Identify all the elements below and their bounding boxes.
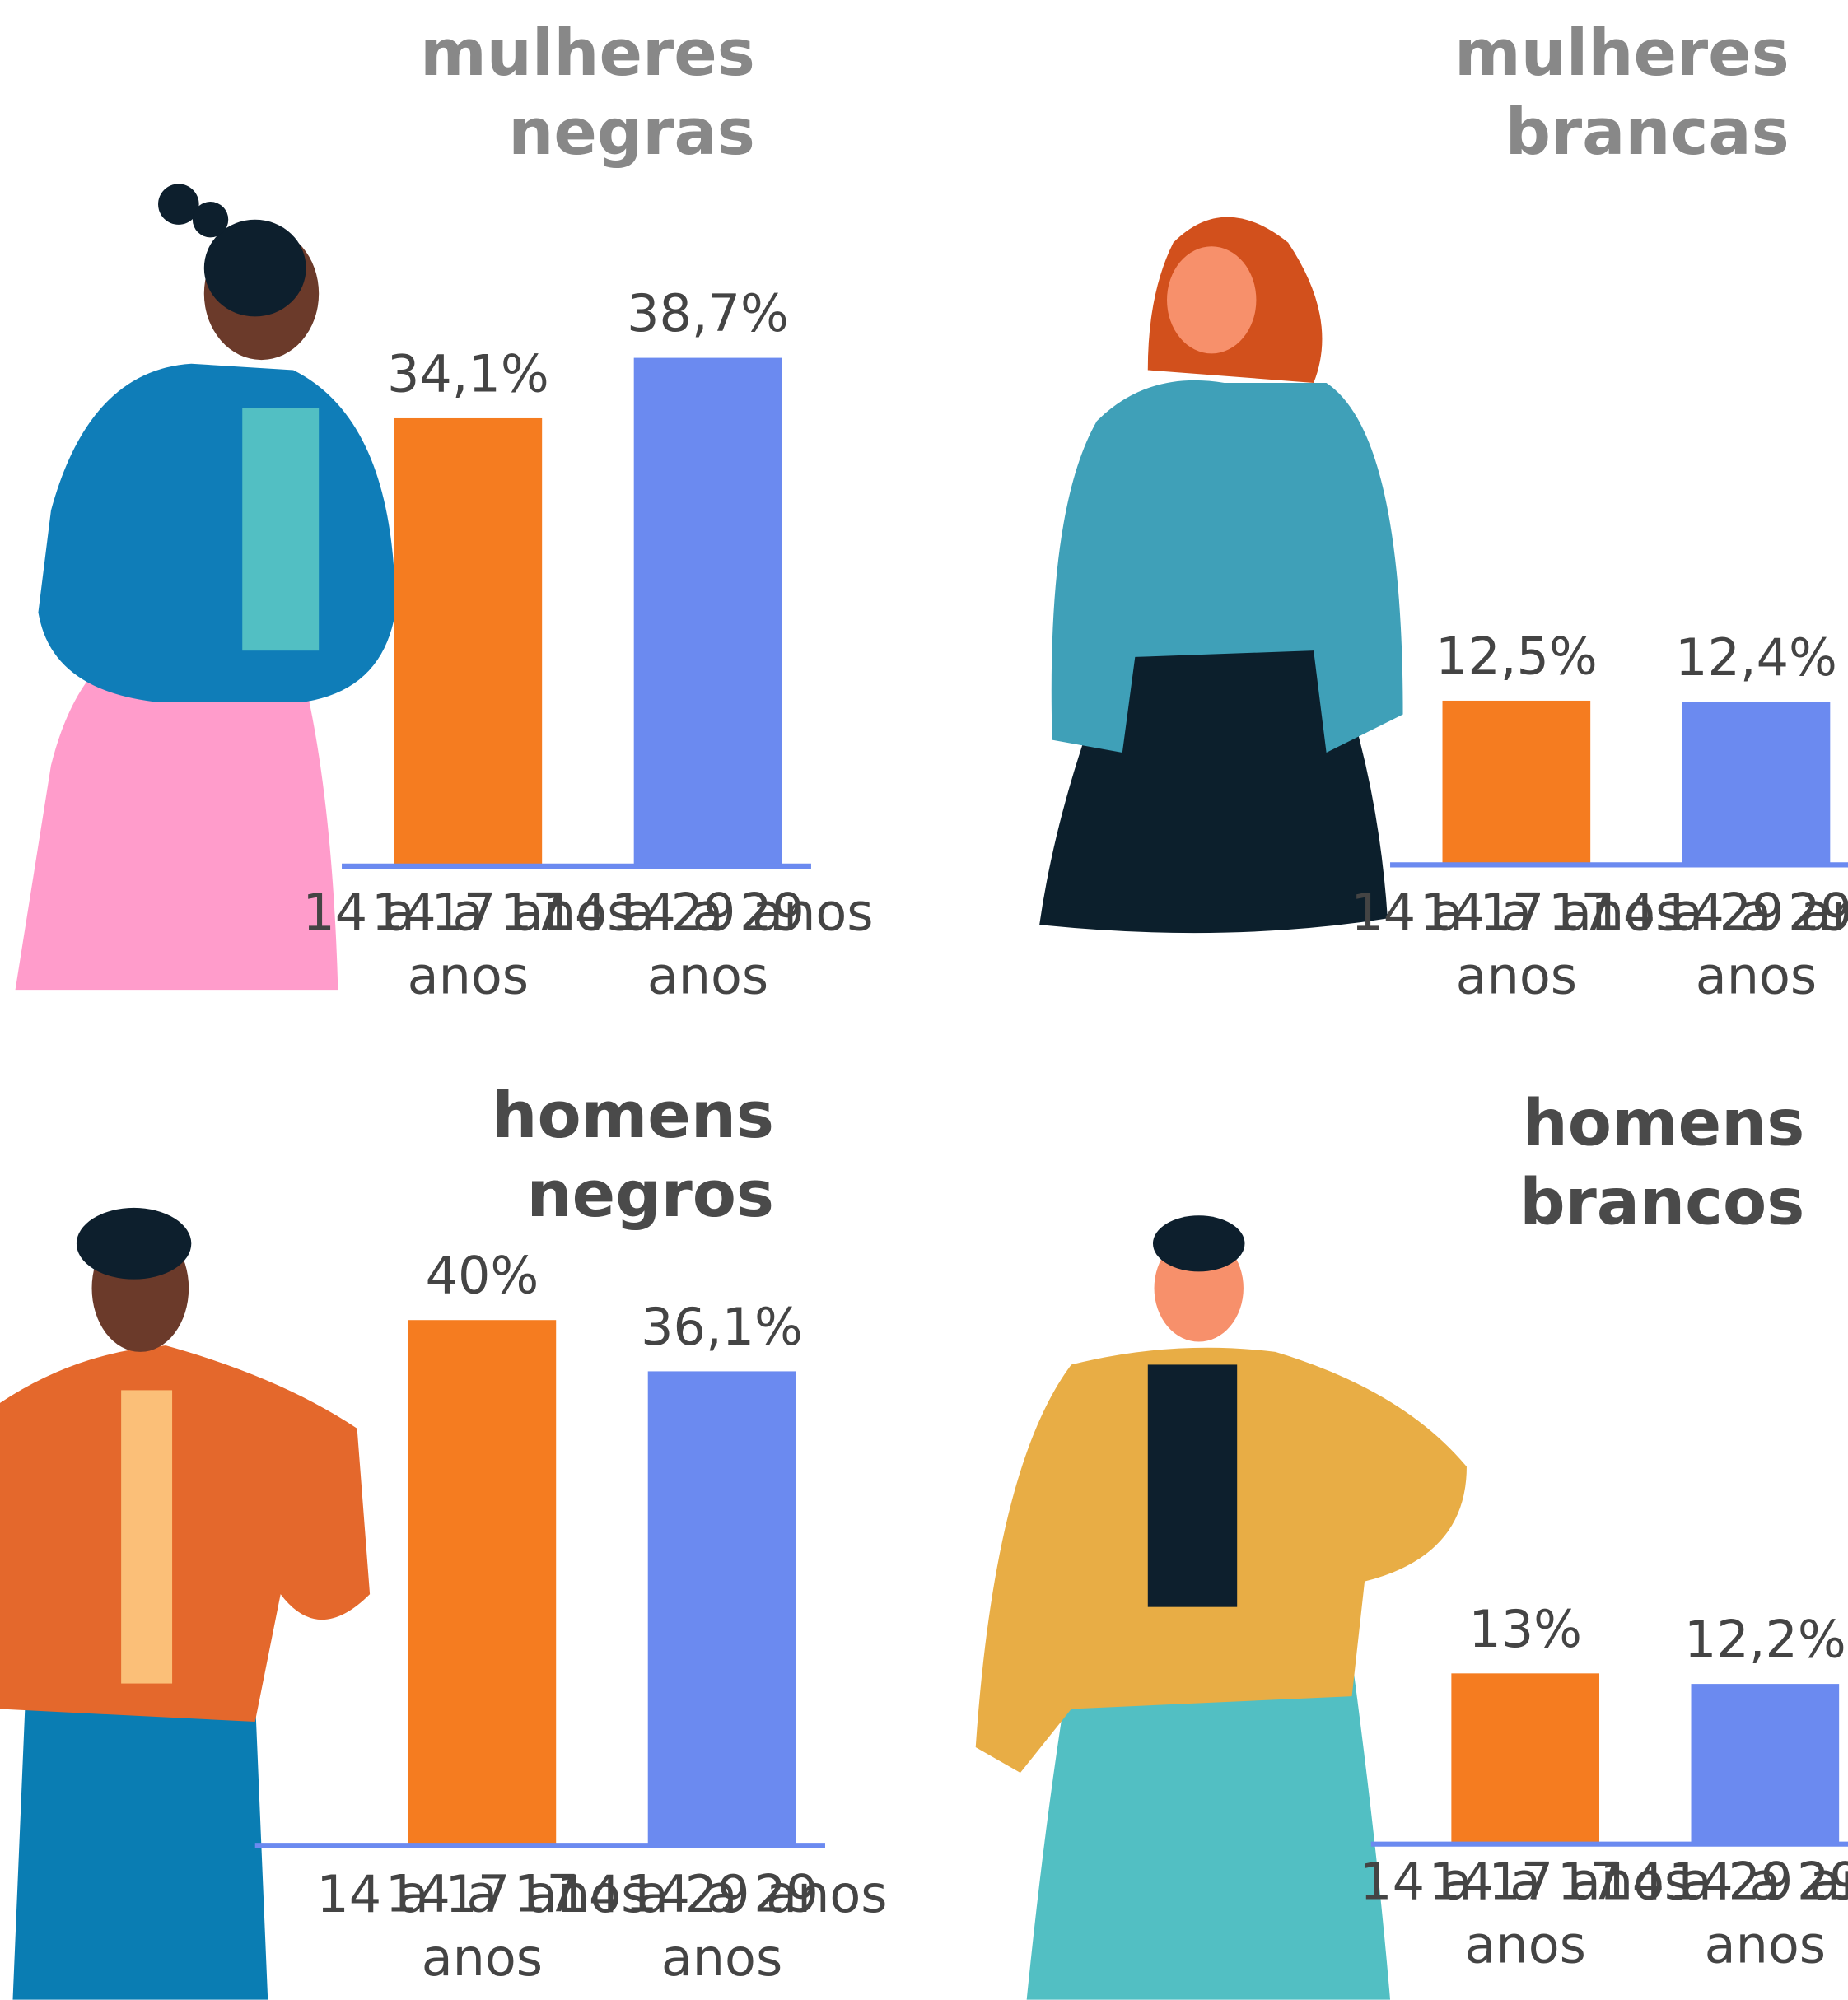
value-label: 38,7%	[627, 284, 789, 343]
bar	[1682, 702, 1831, 865]
chart-title: negros	[527, 1158, 775, 1232]
value-label: 12,4%	[1675, 628, 1837, 688]
infographic: mulheresnegras34,1%14 a 17 anos14 a 17an…	[0, 0, 1848, 2000]
figure-woman-2	[1039, 217, 1402, 933]
bar	[394, 418, 543, 866]
page: {"chart_data": [ {"type": "bar", "title"…	[0, 0, 1848, 2000]
value-label: 13%	[1468, 1600, 1582, 1659]
chart-title: homens	[1523, 1086, 1805, 1160]
bar	[634, 358, 782, 866]
bar	[408, 1320, 557, 1845]
value-label: 12,5%	[1435, 627, 1598, 686]
value-label: 12,2%	[1684, 1611, 1846, 1670]
figure-woman-1	[16, 184, 395, 990]
value-label: 34,1%	[387, 344, 549, 403]
chart-title: brancas	[1505, 96, 1790, 170]
chart-title: brancos	[1519, 1165, 1804, 1239]
bar	[1443, 701, 1591, 865]
value-label: 36,1%	[641, 1298, 803, 1357]
bar	[648, 1371, 796, 1845]
chart-title: homens	[492, 1079, 774, 1153]
bar	[1451, 1673, 1599, 1844]
chart-title: mulheres	[1454, 16, 1790, 91]
value-label: 40%	[426, 1247, 539, 1306]
figure-man-1	[0, 1208, 370, 2000]
bar	[1692, 1684, 1840, 1844]
chart-title: negras	[508, 96, 755, 170]
chart-title: mulheres	[420, 16, 755, 91]
